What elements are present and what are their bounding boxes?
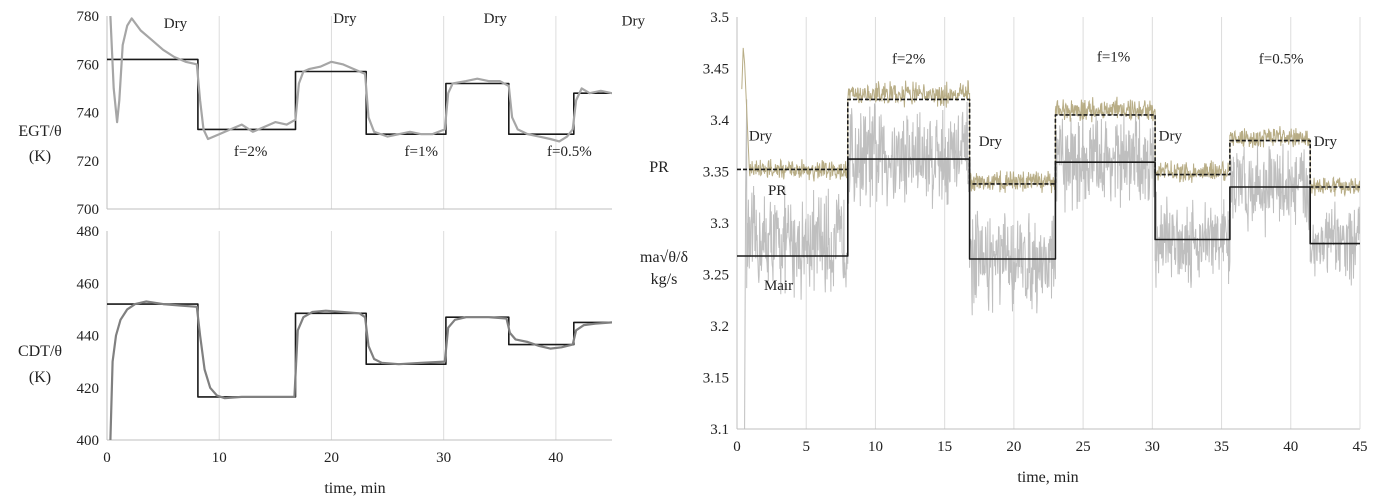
- series-measured: [109, 300, 612, 440]
- x-tick-label: 30: [436, 450, 451, 466]
- annotation-label: Dry: [979, 134, 1003, 150]
- plot-area: [737, 47, 1360, 429]
- annotation-label: f=1%: [1097, 49, 1130, 65]
- annotation-label: f=0.5%: [1259, 51, 1304, 67]
- series-Mair-model: [737, 158, 1360, 260]
- annotation-label: Mair: [764, 278, 793, 294]
- annotation-label: f=0.5%: [547, 144, 592, 160]
- y-tick-label: 3.5: [710, 10, 729, 26]
- x-tick-label: 35: [1214, 439, 1229, 455]
- cdt-y-axis-label: CDT/θ: [18, 343, 62, 360]
- x-tick-label: 20: [1006, 439, 1021, 455]
- series-model-step: [107, 303, 612, 398]
- cdt-y-axis-unit: (K): [29, 369, 51, 386]
- y-tick-label: 700: [77, 202, 100, 218]
- series-measured: [109, 15, 612, 143]
- annotation-label: f=2%: [234, 144, 267, 160]
- plot-area: [107, 300, 612, 440]
- annotation-label: Dry: [1314, 134, 1338, 150]
- y-tick-label: 760: [77, 57, 100, 73]
- annotation-label: f=2%: [892, 51, 925, 67]
- y-tick-label: 3.25: [703, 268, 729, 284]
- annotation-label: PR: [768, 183, 786, 199]
- x-tick-label: 40: [1283, 439, 1298, 455]
- x-tick-label: 10: [212, 450, 227, 466]
- x-tick-label: 15: [937, 439, 952, 455]
- y-tick-label: 720: [77, 154, 100, 170]
- x-tick-label: 0: [103, 450, 111, 466]
- right-y-axis-label-mair: ma√θ/δ: [640, 249, 688, 266]
- right-x-axis-label: time, min: [1017, 469, 1078, 486]
- y-tick-label: 460: [77, 276, 100, 292]
- annotation-label: Dry: [1159, 129, 1183, 145]
- series-model-step: [107, 58, 612, 135]
- y-tick-label: 3.3: [710, 216, 729, 232]
- cdt-chart: 400 420 440 460 480 0 10 20 30 40: [77, 224, 612, 466]
- y-tick-label: 3.4: [710, 113, 729, 129]
- right-y-axis-label-pr: PR: [649, 159, 669, 176]
- y-tick-label: 3.35: [703, 165, 729, 181]
- y-tick-label: 3.15: [703, 371, 729, 387]
- x-tick-label: 45: [1353, 439, 1368, 455]
- y-tick-label: 440: [77, 329, 100, 345]
- x-tick-label: 5: [802, 439, 810, 455]
- annotation-label: Dry: [484, 11, 508, 27]
- x-tick-label: 25: [1076, 439, 1091, 455]
- annotation-label: Dry: [164, 16, 188, 32]
- annotation-label: Dry: [749, 129, 773, 145]
- cdt-x-axis-label: time, min: [324, 480, 385, 497]
- series-PR-model: [737, 98, 1360, 188]
- plot-area: [107, 15, 612, 143]
- egt-y-axis-label: EGT/θ: [18, 123, 61, 140]
- right-y-axis-unit-mair: kg/s: [651, 271, 678, 288]
- y-tick-label: 420: [77, 381, 100, 397]
- series-Mair-measured: [744, 99, 1360, 429]
- x-tick-label: 30: [1145, 439, 1160, 455]
- x-tick-label: 0: [733, 439, 741, 455]
- y-tick-label: 780: [77, 9, 100, 25]
- y-tick-label: 3.45: [703, 62, 729, 78]
- annotation-label: f=1%: [404, 144, 437, 160]
- annotation-label: Dry: [333, 11, 357, 27]
- annotation-label: Dry: [622, 14, 646, 30]
- y-tick-label: 3.1: [710, 422, 729, 438]
- y-tick-label: 400: [77, 433, 100, 449]
- x-tick-label: 10: [868, 439, 883, 455]
- pr-mair-chart: 3.1 3.15 3.2 3.25 3.3 3.35 3.4 3.45 3.5 0 5 10 15 20 2…: [703, 10, 1368, 455]
- y-tick-label: 740: [77, 106, 100, 122]
- x-tick-label: 20: [324, 450, 339, 466]
- x-tick-label: 40: [548, 450, 563, 466]
- egt-chart: 700 720 740 760 780 Dry f=2% Dry f=1% Dry f=0.5% Dr…: [77, 9, 646, 218]
- y-tick-label: 3.2: [710, 319, 729, 335]
- series-PR-measured: [741, 47, 1360, 198]
- y-tick-label: 480: [77, 224, 100, 240]
- egt-y-axis-unit: (K): [29, 148, 51, 165]
